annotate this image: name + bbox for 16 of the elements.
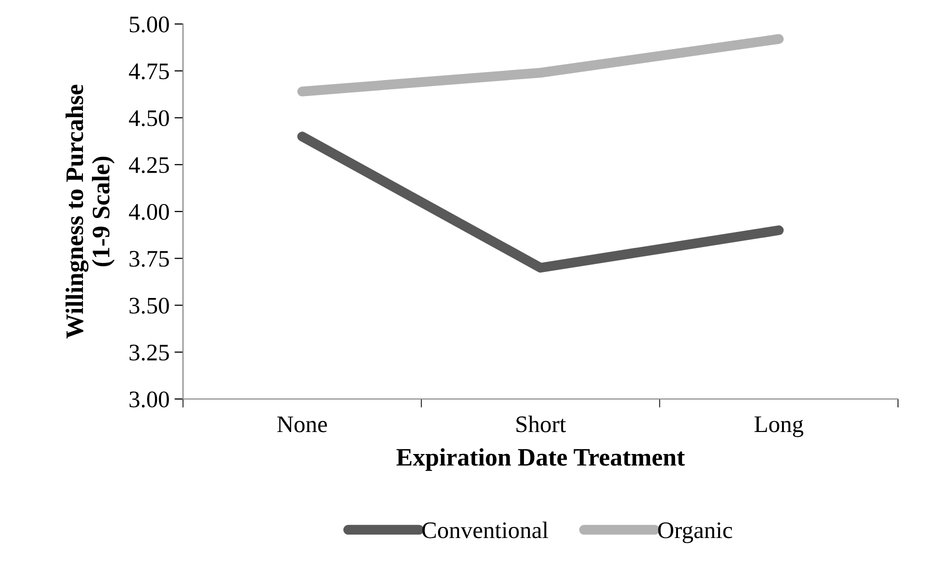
y-tick-label: 3.25 <box>130 344 169 361</box>
legend-label: Organic <box>658 522 732 544</box>
y-tick-label: 3.50 <box>130 298 169 314</box>
y-tick-label: 3.75 <box>130 250 169 267</box>
x-tick-label: Short <box>516 416 566 432</box>
y-tick-label: 4.50 <box>128 110 169 126</box>
x-tick-label: Long <box>754 416 804 438</box>
y-tick-label: 4.00 <box>128 204 169 220</box>
x-axis-title: Expiration Date Treatment <box>396 448 685 471</box>
y-tick-label: 3.00 <box>130 391 169 408</box>
y-tick-label: 5.00 <box>130 16 169 33</box>
y-axis-title: Willingness to Purcahse (1-9 Scale) <box>66 84 115 338</box>
legend-label: Conventional <box>422 522 548 538</box>
x-tick-label: None <box>277 416 327 432</box>
y-tick-label: 4.75 <box>128 64 169 80</box>
y-tick-label: 4.25 <box>128 157 169 174</box>
